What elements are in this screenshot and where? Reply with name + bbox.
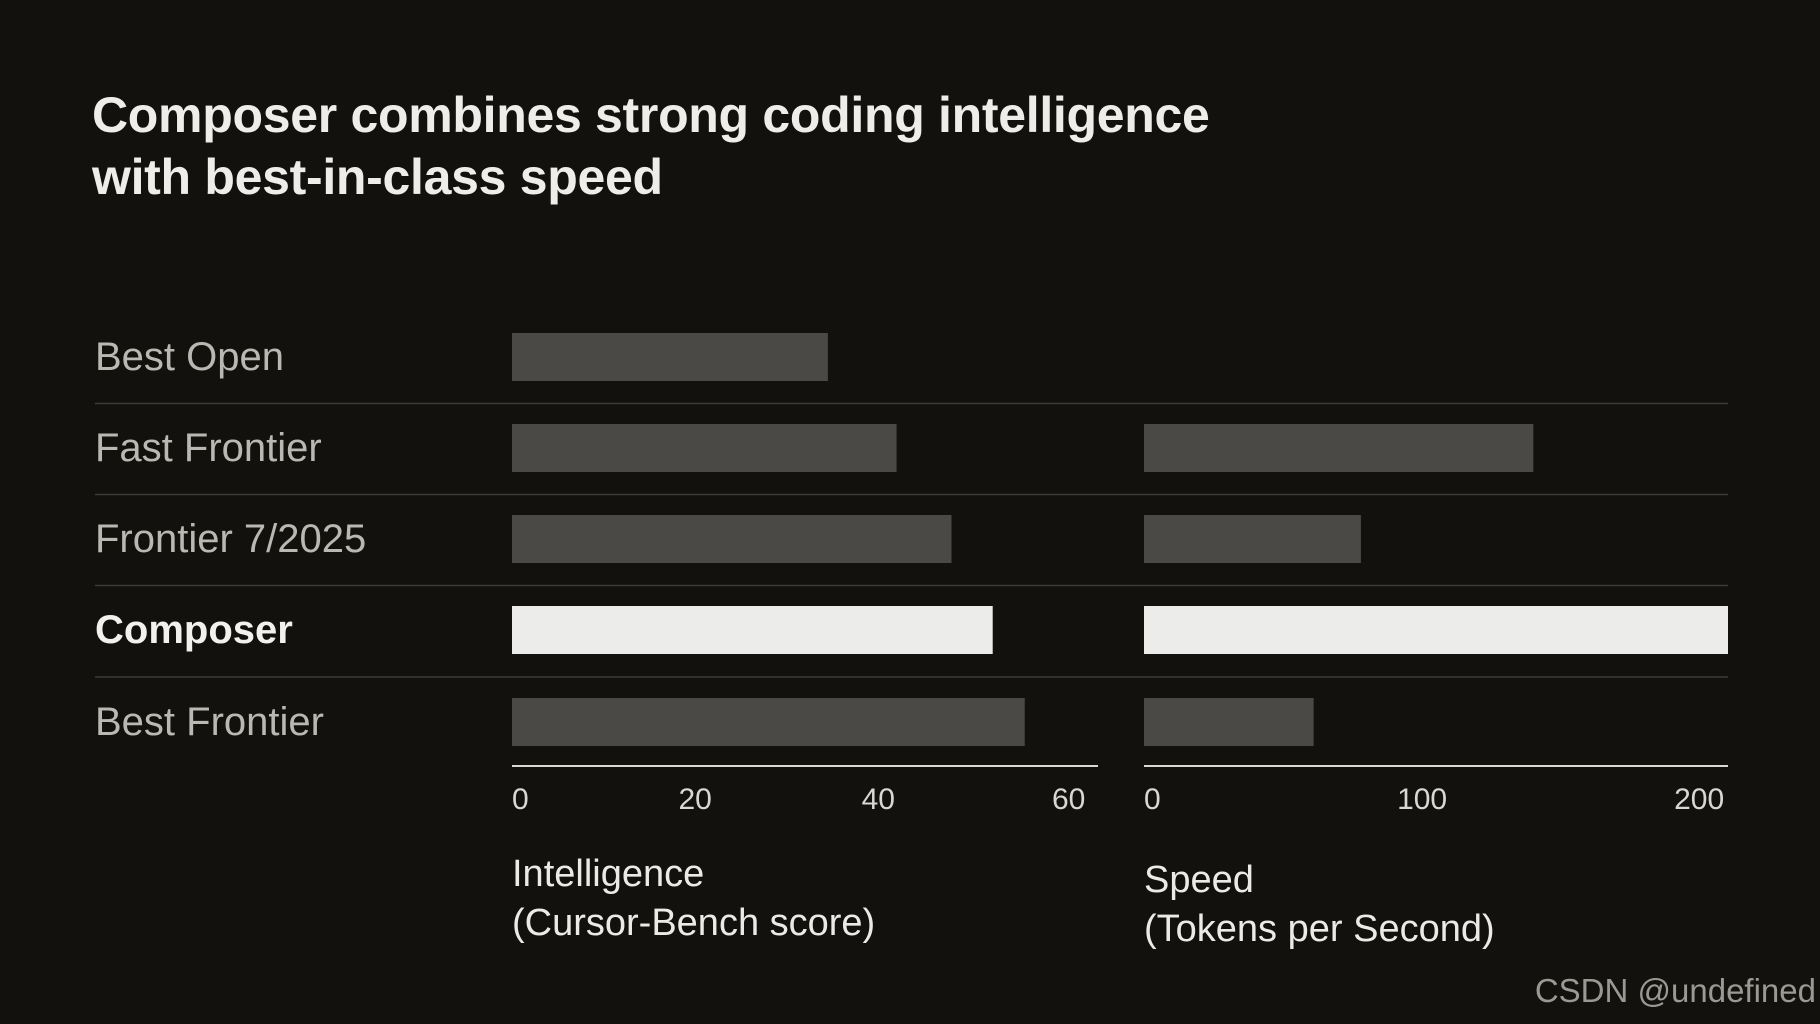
- x-tick-label: 20: [678, 783, 711, 816]
- category-label: Composer: [95, 608, 293, 652]
- category-label: Fast Frontier: [95, 426, 322, 470]
- x-tick-label: 60: [1052, 783, 1085, 816]
- x-tick-label: 0: [512, 783, 529, 816]
- x-axis-title-line: Intelligence: [512, 853, 704, 895]
- chart-title-line-1: Composer combines strong coding intellig…: [92, 87, 1210, 143]
- category-label: Best Open: [95, 335, 284, 379]
- bar: [512, 606, 993, 654]
- x-tick-label: 100: [1397, 783, 1447, 816]
- bar: [1144, 424, 1534, 472]
- x-tick-label: 0: [1144, 783, 1161, 816]
- bar: [512, 333, 828, 381]
- watermark: CSDN @undefined: [1534, 972, 1816, 1009]
- x-tick-label: 200: [1674, 783, 1724, 816]
- bar: [512, 515, 952, 563]
- x-axis-title-line: (Cursor-Bench score): [512, 902, 875, 944]
- bar: [1144, 515, 1361, 563]
- category-label: Best Frontier: [95, 700, 324, 744]
- x-tick-label: 40: [862, 783, 895, 816]
- chart-title: Composer combines strong coding intellig…: [92, 84, 1392, 208]
- x-axis-title-line: (Tokens per Second): [1144, 908, 1495, 950]
- bar: [512, 424, 897, 472]
- category-label: Frontier 7/2025: [95, 517, 366, 561]
- x-axis-title-line: Speed: [1144, 859, 1254, 901]
- bar: [1144, 698, 1314, 746]
- bar: [1144, 606, 1728, 654]
- bar: [512, 698, 1025, 746]
- chart-title-line-2: with best-in-class speed: [92, 149, 663, 205]
